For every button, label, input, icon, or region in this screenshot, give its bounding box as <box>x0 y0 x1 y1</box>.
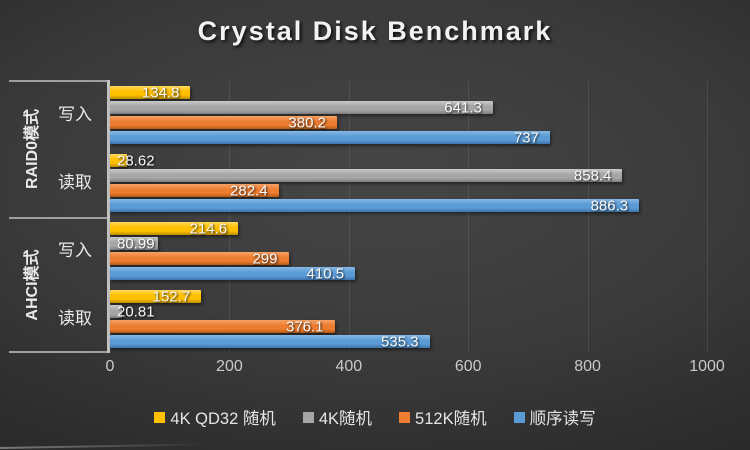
category-label: 写入 <box>58 241 92 260</box>
gridline <box>707 81 708 353</box>
legend-label: 4K QD32 随机 <box>170 410 276 428</box>
bar: 886.3 <box>110 197 640 214</box>
bar-value-label: 214.6 <box>189 220 228 237</box>
bar-value-label: 376.1 <box>285 318 324 335</box>
legend-item: 4K随机 <box>302 405 373 429</box>
bar-value-label: 380.2 <box>288 114 326 131</box>
bar: 282.4 <box>110 182 279 199</box>
category-axis-line <box>9 351 110 353</box>
bar: 299 <box>110 250 289 267</box>
bar: 376.1 <box>110 318 335 335</box>
bar: 641.3 <box>110 99 493 116</box>
bar: 152.7 <box>110 288 202 305</box>
gridline <box>587 81 589 353</box>
x-tick-label: 400 <box>335 358 363 375</box>
legend-item: 顺序读写 <box>513 405 596 429</box>
legend-label: 512K随机 <box>415 410 487 428</box>
bar: 858.4 <box>110 167 623 184</box>
x-tick-label: 1000 <box>689 358 725 375</box>
category-axis-line <box>9 217 110 219</box>
category-label: 写入 <box>58 105 92 124</box>
bar: 134.8 <box>110 84 191 101</box>
bar-value-label: 299 <box>252 250 278 267</box>
legend-marker-icon <box>154 411 166 423</box>
bar-value-label: 535.3 <box>381 333 419 350</box>
x-tick-label: 800 <box>574 358 601 375</box>
legend-label: 顺序读写 <box>529 410 596 428</box>
bar-value-label: 28.62 <box>117 152 155 169</box>
bar-row: 28.62 858.4 282.4 886.3 <box>110 149 707 217</box>
bar-value-label: 886.3 <box>590 197 629 214</box>
legend: 4K QD32 随机 4K随机 512K随机 顺序读写 <box>0 405 750 429</box>
x-axis: 0 200 400 600 800 1000 <box>0 358 750 380</box>
bar: 410.5 <box>110 265 356 282</box>
bar-row: 134.8 641.3 380.2 737 <box>110 81 707 149</box>
bar-row: 214.6 80.99 299 410.5 <box>110 217 707 285</box>
bar-value-label: 858.4 <box>573 167 612 184</box>
legend-marker-icon <box>302 411 314 423</box>
background-highlight <box>0 443 205 449</box>
gridline <box>229 81 231 353</box>
x-tick-label: 600 <box>454 358 482 375</box>
bar-value-label: 282.4 <box>230 182 268 199</box>
bar: 214.6 <box>110 220 239 237</box>
category-axis-panel: RAID0模式 AHCI模式 写入 读取 写入 读取 <box>0 80 110 353</box>
value-axis-line <box>107 80 110 353</box>
bar: 380.2 <box>110 114 337 131</box>
group-label-ahci: AHCI模式 <box>24 249 41 321</box>
chart-title: Crystal Disk Benchmark <box>197 16 553 46</box>
bar: 535.3 <box>110 333 430 350</box>
bar: 80.99 <box>110 235 159 252</box>
group-label-raid0: RAID0模式 <box>24 109 41 190</box>
legend-item: 512K随机 <box>399 405 487 429</box>
legend-marker-icon <box>399 411 411 423</box>
bar-value-label: 410.5 <box>306 265 345 282</box>
category-label: 读取 <box>58 173 92 192</box>
gridline <box>468 81 470 353</box>
bar-value-label: 134.8 <box>141 84 180 101</box>
bar-value-label: 152.7 <box>152 288 191 305</box>
category-label: 读取 <box>58 309 92 328</box>
legend-label: 4K随机 <box>318 410 373 428</box>
bar-row: 152.7 20.81 376.1 535.3 <box>110 285 707 353</box>
bar-value-label: 20.81 <box>117 303 155 320</box>
plot-area: 134.8 641.3 380.2 737 28.62 858.4 282.4 886.3 21… <box>110 81 708 353</box>
bar-value-label: 737 <box>513 129 539 146</box>
x-tick-label: 200 <box>216 358 243 375</box>
bar: 28.62 <box>110 152 155 169</box>
x-tick-label: 0 <box>105 358 115 375</box>
bar: 737 <box>110 129 550 146</box>
legend-marker-icon <box>513 411 525 423</box>
legend-item: 4K QD32 随机 <box>154 405 276 429</box>
bar-value-label: 80.99 <box>117 235 155 252</box>
category-axis-line <box>9 80 110 82</box>
gridline <box>348 81 350 353</box>
bar: 20.81 <box>110 303 155 320</box>
bar-value-label: 641.3 <box>444 99 482 116</box>
